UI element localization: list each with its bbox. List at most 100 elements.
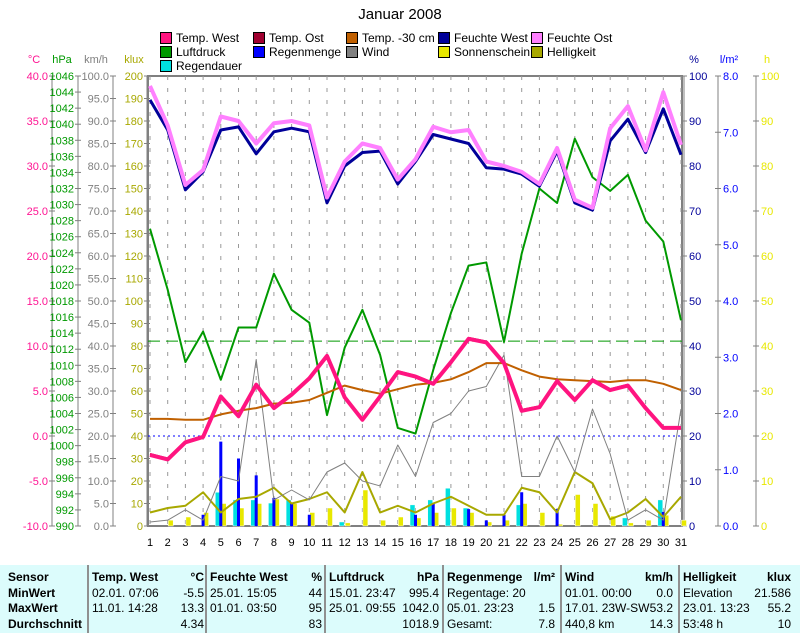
- pressure-tick-label: 1022: [50, 264, 74, 276]
- legend-swatch: [253, 46, 265, 58]
- wind-tick-label: 0.0: [94, 521, 109, 533]
- light-tick-label: 90: [131, 319, 143, 331]
- humidity-tick-label: 20: [689, 431, 701, 443]
- wind-tick-label: 10.0: [88, 476, 109, 488]
- cell-value: 4.34: [180, 616, 204, 631]
- temp-tick-label: -5.0: [29, 476, 48, 488]
- pressure-axis-unit: hPa: [52, 54, 72, 66]
- cell-value: 1018.9: [402, 616, 439, 631]
- light-tick-label: 160: [125, 161, 143, 173]
- table-row: 05.01. 23:23 1.5: [447, 601, 555, 617]
- hours-tick-label: 20: [761, 431, 773, 443]
- table-row: 83: [210, 617, 322, 633]
- pressure-tick-label: 1032: [50, 184, 74, 196]
- series-line-feuchte-ost: [148, 85, 683, 210]
- legend-item: Sonnenschein: [438, 45, 530, 59]
- bar-regenmenge: [307, 514, 311, 526]
- light-tick-label: 180: [125, 116, 143, 128]
- table-column: Wind km/h 01.01. 00:00 0.0 17.01. 23W-SW 53.2…: [565, 570, 673, 632]
- light-tick-label: 80: [131, 341, 143, 353]
- bar-sonnenschein: [362, 489, 369, 527]
- bar-sonnenschein: [327, 507, 333, 527]
- temp-tick-label: 5.0: [33, 386, 48, 398]
- light-tick-label: 50: [131, 409, 143, 421]
- humidity-tick-label: 50: [689, 296, 701, 308]
- rain-tick-label: 1.0: [723, 465, 738, 477]
- pressure-tick-label: 998: [56, 457, 74, 469]
- cell-value: 53.2: [649, 601, 673, 615]
- cell-label: Regentage: 20: [447, 585, 526, 600]
- humidity-tick-label: 90: [689, 116, 701, 128]
- column-header: Temp. West °C: [92, 570, 204, 586]
- cell-value: 7.8: [538, 616, 555, 631]
- pressure-tick-label: 1000: [50, 441, 74, 453]
- pressure-tick-label: 1030: [50, 200, 74, 212]
- pressure-tick-label: 1006: [50, 392, 74, 404]
- x-tick-label: 19: [462, 537, 474, 549]
- wind-tick-label: 50.0: [88, 296, 109, 308]
- light-tick-label: 110: [125, 274, 143, 286]
- hours-tick-label: 50: [761, 296, 773, 308]
- column-separator: [678, 565, 680, 633]
- bar-sonnenschein: [167, 519, 174, 527]
- cell-value: 995.4: [408, 585, 439, 600]
- bar-regenmenge: [219, 441, 223, 526]
- pressure-tick-label: 1044: [50, 87, 74, 99]
- cell-value: 1.5: [538, 601, 555, 615]
- light-tick-label: 190: [125, 94, 143, 106]
- column-title: Wind: [565, 570, 595, 584]
- column-unit: klux: [766, 570, 791, 584]
- cell-label: 11.01. 14:28: [92, 601, 158, 615]
- table-column: Temp. West °C 02.01. 07:06 -5.5 11.01. 14:28…: [92, 570, 204, 632]
- wind-tick-label: 45.0: [88, 319, 109, 331]
- temp-axis-unit: °C: [28, 54, 40, 66]
- hours-axis-unit: h: [764, 54, 770, 66]
- temp-tick-label: 25.0: [27, 206, 48, 218]
- series-line-wind: [149, 354, 682, 523]
- table-row: 02.01. 07:06 -5.5: [92, 586, 204, 602]
- x-tick-label: 23: [533, 537, 545, 549]
- pressure-tick-label: 1010: [50, 360, 74, 372]
- pressure-tick-label: 1016: [50, 312, 74, 324]
- x-tick-label: 3: [182, 537, 188, 549]
- x-tick-label: 31: [675, 537, 687, 549]
- bar-sonnenschein: [645, 519, 652, 527]
- temp-tick-label: 0.0: [33, 431, 48, 443]
- x-tick-label: 17: [427, 537, 439, 549]
- x-tick-label: 18: [445, 537, 457, 549]
- rain-tick-label: 5.0: [723, 240, 738, 252]
- cell-label: 01.01. 03:50: [210, 601, 277, 615]
- column-title: Feuchte West: [210, 570, 288, 584]
- column-separator: [324, 565, 326, 633]
- pressure-tick-label: 1018: [50, 296, 74, 308]
- bar-regenmenge: [237, 458, 240, 526]
- table-row: 01.01. 03:50 95: [210, 601, 322, 617]
- bar-regenmenge: [431, 503, 435, 526]
- x-tick-label: 11: [321, 537, 332, 549]
- x-tick-label: 13: [356, 537, 368, 549]
- bar-sonnenschein: [575, 494, 581, 527]
- cell-value: 14.3: [649, 616, 673, 631]
- x-tick-label: 16: [409, 537, 421, 549]
- column-unit: l/m²: [533, 570, 555, 584]
- table-row: Gesamt: 7.8: [447, 617, 555, 633]
- pressure-tick-label: 1026: [50, 232, 74, 244]
- bar-sonnenschein: [681, 519, 687, 527]
- column-unit: %: [311, 570, 322, 584]
- rain-tick-label: 3.0: [723, 352, 738, 364]
- plot-area: [147, 75, 683, 527]
- legend-swatch: [346, 46, 358, 58]
- pressure-tick-label: 1002: [50, 425, 74, 437]
- bar-regenmenge: [484, 520, 488, 526]
- humidity-tick-label: 80: [689, 161, 701, 173]
- cell-value: 1042.0: [402, 601, 439, 615]
- light-tick-label: 40: [131, 431, 143, 443]
- bar-sonnenschein: [539, 512, 546, 527]
- column-separator: [87, 565, 89, 633]
- hours-tick-label: 90: [761, 116, 773, 128]
- cell-label: 25.01. 15:05: [210, 585, 277, 600]
- wind-tick-label: 65.0: [88, 229, 109, 241]
- legend-swatch: [531, 46, 543, 58]
- wind-tick-label: 85.0: [88, 139, 109, 151]
- wind-tick-label: 75.0: [88, 184, 109, 196]
